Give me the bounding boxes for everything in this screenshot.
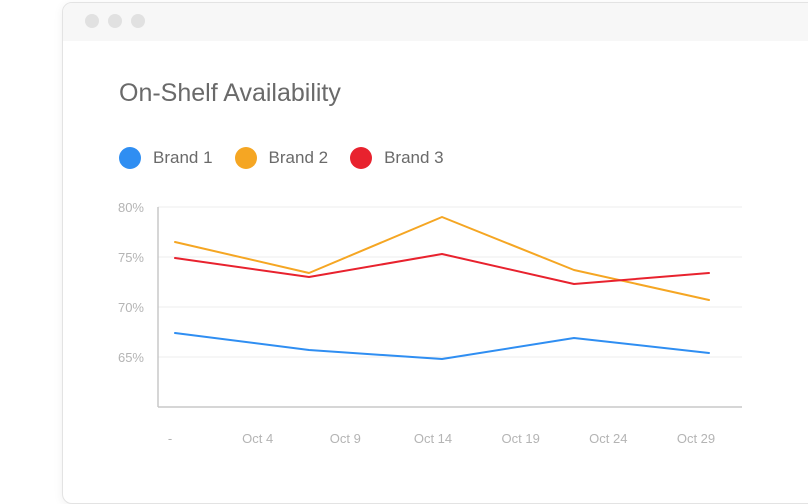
chart-title: On-Shelf Availability bbox=[119, 79, 341, 107]
legend-swatch-brand-1 bbox=[119, 147, 141, 169]
legend-label-brand-1: Brand 1 bbox=[153, 148, 213, 167]
window-close-dot[interactable] bbox=[85, 14, 99, 28]
window-maximize-dot[interactable] bbox=[131, 14, 145, 28]
legend-item-brand-2[interactable]: Brand 2 bbox=[234, 147, 329, 169]
y-tick-label: 70% bbox=[118, 300, 144, 315]
y-tick-label: 75% bbox=[118, 250, 144, 265]
x-tick-label: Oct 9 bbox=[330, 431, 361, 446]
legend-label-brand-2: Brand 2 bbox=[268, 148, 329, 167]
x-tick-label: Oct 14 bbox=[414, 431, 452, 446]
legend-item-brand-1[interactable]: Brand 1 bbox=[119, 147, 213, 169]
series-line-brand-2[interactable] bbox=[174, 216, 710, 301]
y-tick-label: 65% bbox=[118, 350, 144, 365]
x-tick-label: Oct 19 bbox=[502, 431, 540, 446]
chart-legend: Brand 1 Brand 2 Brand 3 bbox=[119, 147, 466, 169]
legend-swatch-brand-2 bbox=[234, 147, 257, 169]
window-titlebar bbox=[63, 3, 808, 41]
y-tick-label: 80% bbox=[118, 200, 144, 215]
x-tick-label: Oct 29 bbox=[677, 431, 715, 446]
x-tick-label: Oct 4 bbox=[242, 431, 273, 446]
window-minimize-dot[interactable] bbox=[108, 14, 122, 28]
legend-swatch-brand-3 bbox=[350, 147, 373, 169]
x-tick-label: - bbox=[168, 431, 172, 446]
legend-item-brand-3[interactable]: Brand 3 bbox=[350, 147, 444, 169]
series-line-brand-3[interactable] bbox=[174, 253, 710, 285]
x-tick-label: Oct 24 bbox=[589, 431, 627, 446]
chart-window: On-Shelf Availability Brand 1 Brand 2 Br… bbox=[62, 2, 808, 504]
legend-label-brand-3: Brand 3 bbox=[384, 148, 444, 167]
series-line-brand-1[interactable] bbox=[174, 332, 710, 360]
line-chart: 65% 70% 75% 80% - Oct 4 Oct 9 Oct 14 Oct 19 Oct 2… bbox=[118, 200, 742, 446]
